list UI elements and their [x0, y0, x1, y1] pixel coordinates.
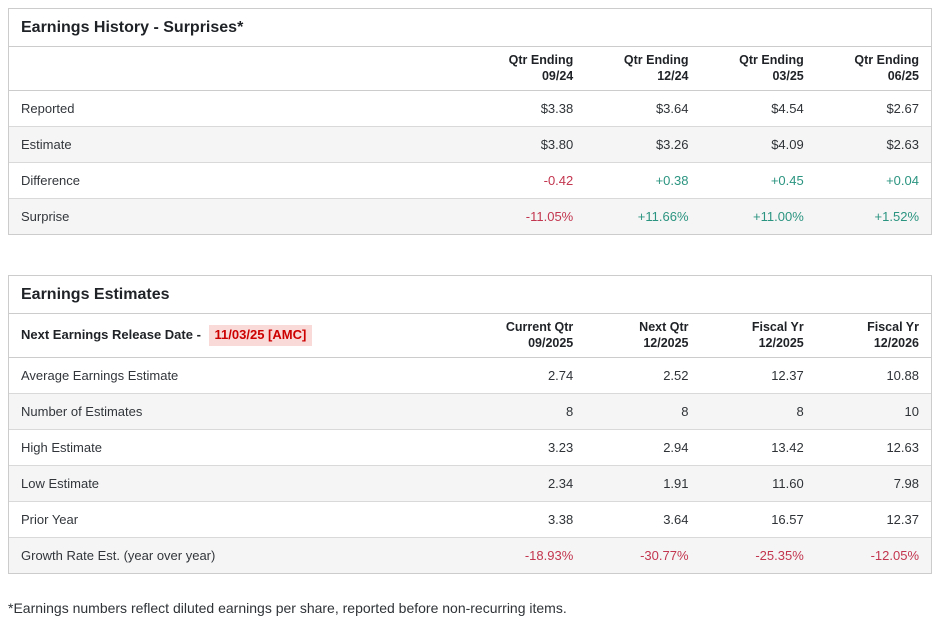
- cell-value: 3.38: [470, 501, 586, 538]
- column-header-line2: 12/2025: [643, 336, 689, 351]
- row-label: Average Earnings Estimate: [9, 357, 470, 394]
- cell-value: +1.52%: [815, 198, 931, 234]
- column-header: Qtr Ending 03/25: [700, 47, 816, 91]
- cell-value: 11.60: [700, 465, 816, 502]
- cell-value: -0.42: [470, 162, 586, 199]
- column-header-line2: 12/2025: [758, 336, 804, 351]
- cell-value: +0.38: [585, 162, 701, 199]
- cell-value: 8: [585, 393, 701, 430]
- cell-value: $4.09: [700, 126, 816, 163]
- cell-value: 1.91: [585, 465, 701, 502]
- earnings-estimates-table: Next Earnings Release Date - 11/03/25 [A…: [9, 314, 931, 573]
- cell-value: $3.64: [585, 90, 701, 127]
- column-header-line1: Qtr Ending: [508, 53, 574, 67]
- column-header-line1: Qtr Ending: [739, 53, 804, 67]
- column-header: Fiscal Yr 12/2026: [815, 314, 931, 358]
- cell-value: 2.74: [470, 357, 586, 394]
- cell-value: $3.38: [470, 90, 586, 127]
- release-date-highlight: 11/03/25 [AMC]: [208, 324, 313, 346]
- next-earnings-release: Next Earnings Release Date - 11/03/25 [A…: [9, 314, 470, 358]
- column-header: Fiscal Yr 12/2025: [700, 314, 816, 358]
- column-header-line2: 09/2025: [528, 336, 574, 351]
- cell-value: $2.63: [815, 126, 931, 163]
- row-label: Number of Estimates: [9, 393, 470, 430]
- cell-value: +0.04: [815, 162, 931, 199]
- cell-value: -30.77%: [585, 537, 701, 573]
- cell-value: 16.57: [700, 501, 816, 538]
- earnings-estimates-header-row: Next Earnings Release Date - 11/03/25 [A…: [9, 314, 931, 358]
- cell-value: $2.67: [815, 90, 931, 127]
- cell-value: $3.80: [470, 126, 586, 163]
- cell-value: 12.37: [815, 501, 931, 538]
- earnings-estimates-card: Earnings Estimates Next Earnings Release…: [8, 275, 932, 574]
- cell-value: +11.00%: [700, 198, 816, 234]
- earnings-footnote: *Earnings numbers reflect diluted earnin…: [8, 600, 567, 616]
- row-label: Estimate: [9, 126, 470, 163]
- column-header-line2: 06/25: [887, 69, 919, 84]
- table-row-difference: Difference -0.42 +0.38 +0.45 +0.04: [9, 162, 931, 199]
- column-header-line2: 12/24: [657, 69, 689, 84]
- cell-value: 12.63: [815, 429, 931, 466]
- row-label: Low Estimate: [9, 465, 470, 502]
- earnings-history-table: Qtr Ending 09/24 Qtr Ending 12/24 Qtr En…: [9, 47, 931, 234]
- row-label: Surprise: [9, 198, 470, 234]
- cell-value: $3.26: [585, 126, 701, 163]
- cell-value: 2.52: [585, 357, 701, 394]
- column-header: Current Qtr 09/2025: [470, 314, 586, 358]
- column-header: Next Qtr 12/2025: [585, 314, 701, 358]
- empty-header-cell: [9, 47, 470, 91]
- cell-value: +11.66%: [585, 198, 701, 234]
- table-row-low-estimate: Low Estimate 2.34 1.91 11.60 7.98: [9, 465, 931, 502]
- cell-value: -11.05%: [470, 198, 586, 234]
- column-header: Qtr Ending 06/25: [815, 47, 931, 91]
- column-header-line1: Current Qtr: [505, 320, 574, 334]
- column-header-line1: Qtr Ending: [623, 53, 689, 67]
- cell-value: 8: [700, 393, 816, 430]
- cell-value: +0.45: [700, 162, 816, 199]
- table-row-surprise: Surprise -11.05% +11.66% +11.00% +1.52%: [9, 198, 931, 234]
- cell-value: $4.54: [700, 90, 816, 127]
- table-row-growth-rate: Growth Rate Est. (year over year) -18.93…: [9, 537, 931, 573]
- earnings-estimates-title: Earnings Estimates: [9, 276, 931, 314]
- row-label: Growth Rate Est. (year over year): [9, 537, 470, 573]
- column-header-line2: 03/25: [772, 69, 804, 84]
- earnings-history-header-row: Qtr Ending 09/24 Qtr Ending 12/24 Qtr En…: [9, 47, 931, 91]
- earnings-history-title: Earnings History - Surprises*: [9, 9, 931, 47]
- column-header-line2: 12/2026: [873, 336, 919, 351]
- cell-value: 7.98: [815, 465, 931, 502]
- cell-value: -25.35%: [700, 537, 816, 573]
- row-label: Prior Year: [9, 501, 470, 538]
- cell-value: -12.05%: [815, 537, 931, 573]
- row-label: Reported: [9, 90, 470, 127]
- table-row-prior-year: Prior Year 3.38 3.64 16.57 12.37: [9, 501, 931, 538]
- cell-value: 13.42: [700, 429, 816, 466]
- cell-value: 12.37: [700, 357, 816, 394]
- table-row-average-earnings-estimate: Average Earnings Estimate 2.74 2.52 12.3…: [9, 357, 931, 394]
- cell-value: 2.34: [470, 465, 586, 502]
- table-row-high-estimate: High Estimate 3.23 2.94 13.42 12.63: [9, 429, 931, 466]
- column-header-line1: Next Qtr: [639, 320, 689, 334]
- cell-value: -18.93%: [470, 537, 586, 573]
- release-date-label: Next Earnings Release Date -: [21, 326, 205, 342]
- table-row-estimate: Estimate $3.80 $3.26 $4.09 $2.63: [9, 126, 931, 163]
- cell-value: 8: [470, 393, 586, 430]
- table-row-reported: Reported $3.38 $3.64 $4.54 $2.67: [9, 90, 931, 127]
- column-header: Qtr Ending 09/24: [470, 47, 586, 91]
- column-header-line1: Qtr Ending: [854, 53, 919, 67]
- row-label: Difference: [9, 162, 470, 199]
- table-row-number-of-estimates: Number of Estimates 8 8 8 10: [9, 393, 931, 430]
- cell-value: 3.64: [585, 501, 701, 538]
- column-header-line1: Fiscal Yr: [867, 320, 919, 334]
- row-label: High Estimate: [9, 429, 470, 466]
- earnings-history-card: Earnings History - Surprises* Qtr Ending…: [8, 8, 932, 235]
- cell-value: 2.94: [585, 429, 701, 466]
- cell-value: 3.23: [470, 429, 586, 466]
- column-header: Qtr Ending 12/24: [585, 47, 701, 91]
- column-header-line1: Fiscal Yr: [751, 320, 804, 334]
- cell-value: 10.88: [815, 357, 931, 394]
- cell-value: 10: [815, 393, 931, 430]
- column-header-line2: 09/24: [541, 69, 574, 84]
